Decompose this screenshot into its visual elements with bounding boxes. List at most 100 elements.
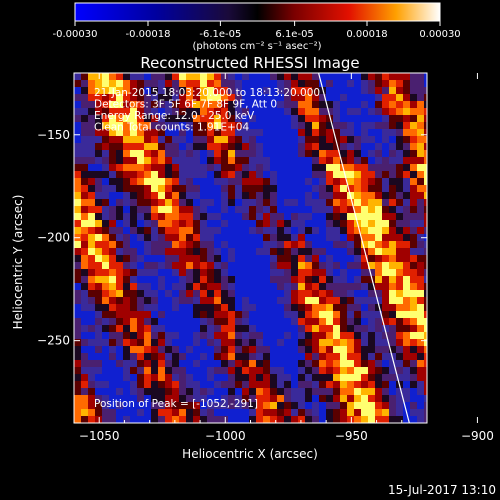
heatmap-cell [424,318,427,326]
heatmap-cell [375,374,383,382]
heatmap-cell [102,311,110,319]
heatmap-cell [424,87,427,95]
heatmap-cell [151,199,159,207]
heatmap-cell [368,136,376,144]
heatmap-cell [298,164,306,172]
heatmap-cell [249,199,257,207]
heatmap-cell [144,178,152,186]
heatmap-cell [326,290,334,298]
heatmap-cell [249,164,257,172]
heatmap-cell [410,199,418,207]
heatmap-cell [242,199,250,207]
heatmap-cell [270,101,278,109]
heatmap-cell [102,367,110,375]
heatmap-cell [347,108,355,116]
heatmap-cell [214,283,222,291]
heatmap-cell [193,248,201,256]
heatmap-cell [410,248,418,256]
heatmap-cell [270,304,278,312]
heatmap-cell [200,199,208,207]
heatmap-cell [291,297,299,305]
heatmap-cell [305,87,313,95]
heatmap-cell [130,206,138,214]
heatmap-cell [382,220,390,228]
heatmap-cell [312,332,320,340]
heatmap-cell [207,80,215,88]
heatmap-cell [368,304,376,312]
heatmap-cell [368,346,376,354]
heatmap-cell [95,199,103,207]
heatmap-cell [74,115,82,123]
heatmap-cell [242,80,250,88]
heatmap-cell [88,171,96,179]
heatmap-cell [228,234,236,242]
heatmap-cell [256,339,264,347]
heatmap-cell [263,262,271,270]
heatmap-cell [165,101,173,109]
heatmap-cell [235,136,243,144]
heatmap-cell [242,255,250,263]
heatmap-cell [130,115,138,123]
heatmap-cell [340,395,348,403]
heatmap-cell [214,318,222,326]
heatmap-cell [200,311,208,319]
heatmap-cell [277,87,285,95]
heatmap-cell [333,150,341,158]
heatmap-cell [109,234,117,242]
heatmap-cell [333,164,341,172]
heatmap-cell [417,262,425,270]
heatmap-cell [137,73,145,81]
heatmap-cell [193,192,201,200]
heatmap-cell [109,297,117,305]
heatmap-cell [214,388,222,396]
heatmap-cell [165,290,173,298]
heatmap-cell [396,388,404,396]
heatmap-cell [116,178,124,186]
heatmap-cell [319,73,327,81]
heatmap-cell [319,395,327,403]
heatmap-cell [200,374,208,382]
heatmap-cell [389,80,397,88]
heatmap-cell [312,304,320,312]
heatmap-cell [221,94,229,102]
heatmap-cell [249,122,257,130]
heatmap-cell [375,283,383,291]
heatmap-cell [277,255,285,263]
heatmap-cell [116,255,124,263]
heatmap-cell [354,115,362,123]
heatmap-cell [312,94,320,102]
heatmap-cell [123,416,131,423]
heatmap-cell [214,115,222,123]
heatmap-cell [207,290,215,298]
heatmap-cell [172,143,180,151]
heatmap-cell [130,283,138,291]
heatmap-cell [277,73,285,81]
heatmap-cell [368,122,376,130]
heatmap-cell [305,101,313,109]
heatmap-cell [221,136,229,144]
heatmap-cell [354,87,362,95]
heatmap-cell [333,367,341,375]
heatmap-cell [179,101,187,109]
heatmap-cell [361,367,369,375]
heatmap-cell [410,94,418,102]
heatmap-cell [382,367,390,375]
heatmap-cell [130,199,138,207]
heatmap-cell [235,178,243,186]
heatmap-cell [186,360,194,368]
heatmap-cell [242,136,250,144]
heatmap-cell [277,227,285,235]
heatmap-cell [214,171,222,179]
heatmap-cell [305,346,313,354]
heatmap-cell [389,178,397,186]
heatmap-cell [354,80,362,88]
heatmap-cell [186,227,194,235]
heatmap-cell [214,136,222,144]
heatmap-cell [88,241,96,249]
heatmap-cell [410,360,418,368]
heatmap-cell [277,192,285,200]
heatmap-cell [200,353,208,361]
heatmap-cell [410,304,418,312]
heatmap-cell [144,276,152,284]
heatmap-cell [123,143,131,151]
